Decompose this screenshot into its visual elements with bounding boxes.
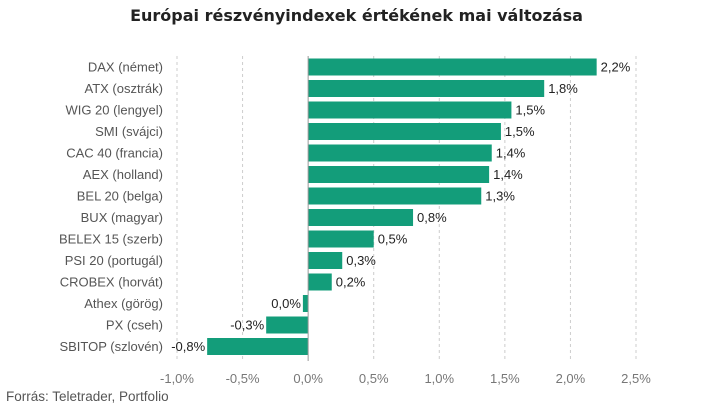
category-label: CROBEX (horvát) <box>60 275 163 290</box>
bar <box>308 230 374 248</box>
bar <box>308 166 490 183</box>
category-label: Athex (görög) <box>84 296 163 311</box>
x-tick-label: 0,5% <box>359 371 389 385</box>
category-label: BELEX 15 (szerb) <box>59 232 163 247</box>
x-tick-label: 1,5% <box>490 371 520 385</box>
bar <box>266 316 309 334</box>
value-label: 0,0% <box>271 296 301 311</box>
bar <box>308 187 482 205</box>
category-label: PSI 20 (portugál) <box>65 253 163 268</box>
category-label: BUX (magyar) <box>81 210 163 225</box>
category-label: SBITOP (szlovén) <box>59 339 163 354</box>
value-label: 1,5% <box>515 103 545 118</box>
category-label: ATX (osztrák) <box>85 81 164 96</box>
bar <box>308 144 492 162</box>
x-tick-label: 2,0% <box>556 371 586 385</box>
value-label: 0,5% <box>378 232 408 247</box>
value-label: 1,4% <box>493 167 523 182</box>
category-label: SMI (svájci) <box>95 124 163 139</box>
x-tick-label: 1,0% <box>424 371 454 385</box>
value-label: -0,3% <box>230 318 264 333</box>
bar <box>308 58 597 76</box>
bar <box>308 273 332 291</box>
bar-chart: -1,0% -0,5% 0,0% 0,5% 1,0% 1,5% 2,0% 2,5% DAX (n… <box>59 56 651 385</box>
category-label: PX (cseh) <box>106 318 163 333</box>
value-label: -0,8% <box>171 339 205 354</box>
x-tick-label: -1,0% <box>160 371 194 385</box>
value-label: 0,3% <box>346 253 376 268</box>
x-tick-label: 2,5% <box>621 371 651 385</box>
bar <box>308 252 343 269</box>
bar <box>308 101 512 119</box>
value-label: 0,2% <box>336 275 366 290</box>
category-label: BEL 20 (belga) <box>77 189 163 204</box>
category-label: CAC 40 (francia) <box>66 146 163 161</box>
x-tick-label: -0,5% <box>226 371 260 385</box>
bar <box>308 123 501 140</box>
category-label: DAX (német) <box>88 60 163 75</box>
chart-title: Európai részvényindexek értékének mai vá… <box>130 6 583 25</box>
category-label: AEX (holland) <box>83 167 163 182</box>
bar <box>308 209 414 226</box>
x-tick-label: 0,0% <box>293 371 323 385</box>
bar <box>302 295 309 312</box>
value-label: 1,5% <box>505 124 535 139</box>
value-label: 2,2% <box>601 60 631 75</box>
bar <box>207 338 309 355</box>
value-label: 0,8% <box>417 210 447 225</box>
category-label: WIG 20 (lengyel) <box>65 103 163 118</box>
value-label: 1,3% <box>485 189 515 204</box>
value-label: 1,8% <box>548 81 578 96</box>
bar <box>308 80 545 97</box>
value-label: 1,4% <box>496 146 526 161</box>
source-note: Forrás: Teletrader, Portfolio <box>6 389 169 404</box>
